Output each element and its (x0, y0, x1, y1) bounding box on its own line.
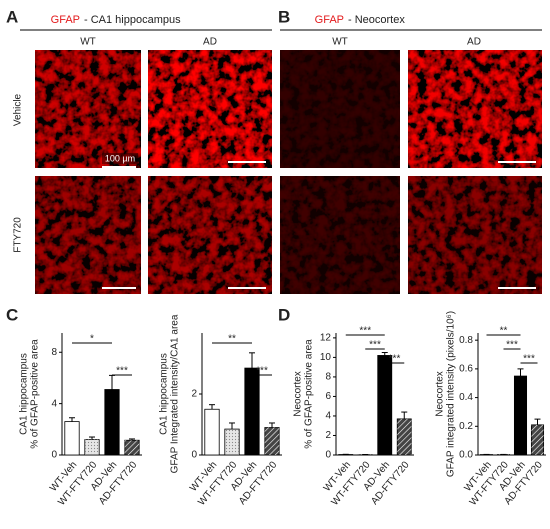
y-tick-label: 0 (191, 450, 197, 461)
y-tick-label: 8 (325, 372, 331, 383)
stain-name: GFAP (51, 14, 80, 26)
y-tick-label: 0.4 (459, 392, 473, 403)
bar (377, 355, 393, 456)
significance-label: *** (116, 366, 128, 377)
significance-label: *** (256, 366, 268, 377)
y-tick-label: 0 (325, 450, 331, 461)
y-axis-label: GFAP integrated intensity (pixels/10⁶) (446, 311, 457, 477)
y-tick-label: 10 (320, 352, 332, 363)
significance-label: ** (500, 326, 508, 337)
scale-bar-label: 100 µm (105, 153, 135, 163)
y-axis-label: % of GFAP-positive area (30, 339, 41, 449)
column-label: WT (332, 37, 348, 48)
column-label: AD (467, 37, 481, 48)
y-axis-label: GFAP Integrated intensity/CA1 area (170, 314, 181, 473)
y-tick-label: 12 (320, 333, 332, 344)
y-tick-label: 4 (51, 398, 57, 409)
panel-label: B (278, 7, 290, 26)
y-axis-label: CA1 hippocampus (159, 353, 170, 435)
y-tick-label: 0.0 (459, 450, 473, 461)
row-label: FTY720 (13, 217, 24, 253)
y-tick-label: 0.2 (459, 421, 473, 432)
y-tick-label: 6 (325, 391, 331, 402)
panel-label: C (6, 305, 18, 324)
bar (244, 367, 260, 456)
bar-texture (531, 424, 544, 455)
y-axis-label: % of GFAP-positive area (304, 339, 315, 449)
significance-label: *** (369, 340, 381, 351)
bar (64, 421, 80, 456)
significance-label: *** (523, 354, 535, 365)
bar (104, 389, 120, 456)
y-tick-label: 0.8 (459, 335, 473, 346)
y-axis-label: CA1 hippocampus (19, 353, 30, 435)
bar-texture (264, 427, 280, 455)
stain-name: GFAP (315, 14, 344, 26)
significance-label: *** (506, 340, 518, 351)
bar-texture (124, 440, 140, 455)
column-label: AD (203, 37, 217, 48)
y-axis-label: Neocortex (435, 371, 446, 417)
bar-texture (224, 429, 240, 455)
panel-label: D (278, 305, 290, 324)
y-tick-label: 2 (325, 430, 331, 441)
y-tick-label: 0.6 (459, 364, 473, 375)
bar (513, 375, 528, 456)
significance-label: * (90, 334, 94, 345)
significance-label: *** (359, 326, 371, 337)
row-label: Vehicle (13, 93, 24, 126)
panel-label: A (6, 7, 18, 26)
significance-label: ** (228, 334, 236, 345)
y-tick-label: 0 (51, 450, 57, 461)
bar-texture (397, 418, 412, 455)
y-tick-label: 2 (191, 389, 197, 400)
micrographs (35, 50, 542, 294)
panel-title: - Neocortex (348, 14, 405, 26)
bar (204, 408, 220, 456)
y-tick-label: 8 (51, 347, 57, 358)
panel-title: - CA1 hippocampus (84, 14, 181, 26)
y-tick-label: 4 (325, 411, 331, 422)
significance-label: *** (389, 354, 401, 365)
bar-texture (84, 439, 100, 455)
y-axis-label: Neocortex (293, 371, 304, 417)
column-label: WT (80, 37, 96, 48)
